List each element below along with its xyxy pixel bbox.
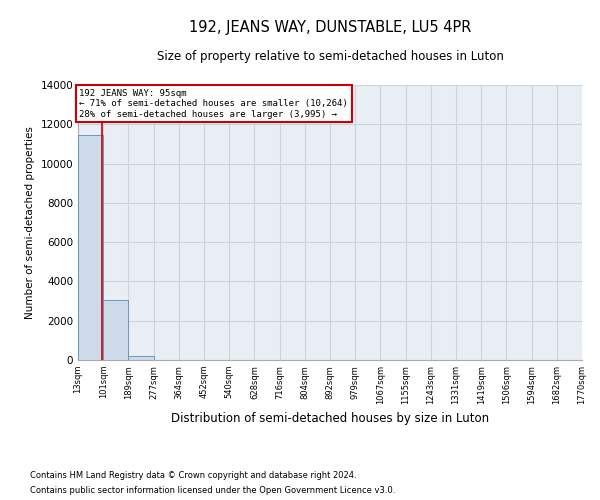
Bar (78, 135, 103, 360)
Bar (103, 300, 128, 360)
Text: 192 JEANS WAY: 95sqm
← 71% of semi-detached houses are smaller (10,264)
28% of s: 192 JEANS WAY: 95sqm ← 71% of semi-detac… (79, 89, 348, 118)
Y-axis label: Number of semi-detached properties: Number of semi-detached properties (25, 126, 35, 319)
Text: 192, JEANS WAY, DUNSTABLE, LU5 4PR: 192, JEANS WAY, DUNSTABLE, LU5 4PR (189, 20, 471, 35)
Text: Size of property relative to semi-detached houses in Luton: Size of property relative to semi-detach… (157, 50, 503, 63)
Text: Contains HM Land Registry data © Crown copyright and database right 2024.: Contains HM Land Registry data © Crown c… (30, 471, 356, 480)
Bar (128, 356, 154, 360)
X-axis label: Distribution of semi-detached houses by size in Luton: Distribution of semi-detached houses by … (171, 412, 489, 426)
Text: Contains public sector information licensed under the Open Government Licence v3: Contains public sector information licen… (30, 486, 395, 495)
